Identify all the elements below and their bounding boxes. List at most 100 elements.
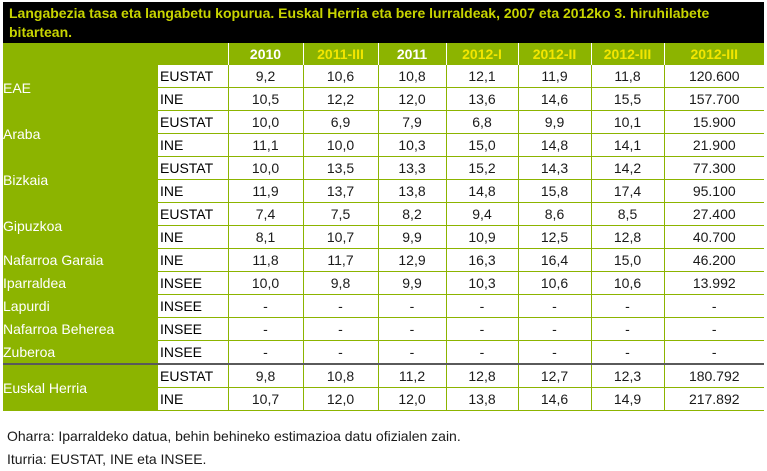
region-label: Araba [3,110,158,157]
region-label: Euskal Herria [3,363,158,411]
value-cell: 11,8 [590,65,664,88]
value-cell: 11,1 [227,133,303,157]
value-cell: 13,5 [302,156,378,180]
value-cell: 13,8 [377,179,446,203]
value-cell: 15,8 [517,179,591,203]
value-cell: 12,7 [517,363,591,388]
value-cell: 8,2 [377,202,446,226]
value-cell: 12,0 [377,87,446,111]
value-cell: 13,7 [302,179,378,203]
value-cell: 21.900 [663,133,764,157]
value-cell: 16,3 [445,248,518,272]
value-cell: 10,0 [302,133,378,157]
value-cell: 9,9 [377,225,446,249]
value-cell: 6,8 [445,110,518,134]
source-label: EUSTAT [158,156,228,180]
value-cell: 46.200 [663,248,764,272]
source-label: INE [158,387,228,411]
region-label: Nafarroa Garaia [3,248,158,272]
value-cell: 7,5 [302,202,378,226]
footnote: Oharra: Iparraldeko datua, behin behinek… [7,428,461,444]
value-cell: - [377,294,446,318]
value-cell: 157.700 [663,87,764,111]
value-cell: - [445,294,518,318]
value-cell: 11,2 [377,363,446,388]
value-cell: 12,5 [517,225,591,249]
table-row: INE 10,5 12,2 12,0 13,6 14,6 15,5 157.700 [3,87,764,111]
value-cell: 40.700 [663,225,764,249]
table-row: Zuberoa INSEE - - - - - - - [3,340,764,365]
source-label: INE [158,179,228,203]
value-cell: 77.300 [663,156,764,180]
table-row: INE 10,7 12,0 12,0 13,8 14,6 14,9 217.892 [3,387,764,411]
value-cell: 10,9 [445,225,518,249]
region-label: Bizkaia [3,156,158,203]
value-cell: 15,0 [445,133,518,157]
value-cell: 10,7 [302,225,378,249]
table-row: INE 11,9 13,7 13,8 14,8 15,8 17,4 95.100 [3,179,764,203]
value-cell: 10,6 [590,271,664,295]
value-cell: - [445,340,518,365]
value-cell: 9,9 [377,271,446,295]
header-blank [3,43,158,65]
value-cell: 13,6 [445,87,518,111]
value-cell: 95.100 [663,179,764,203]
value-cell: 12,0 [377,387,446,411]
value-cell: 11,9 [517,65,591,88]
value-cell: - [302,294,378,318]
value-cell: 12,3 [590,363,664,388]
value-cell: 9,9 [517,110,591,134]
value-cell: 13,8 [445,387,518,411]
value-cell: 16,4 [517,248,591,272]
value-cell: - [590,294,664,318]
table-row: Gipuzkoa EUSTAT 7,4 7,5 8,2 9,4 8,6 8,5 27.400 [3,202,764,249]
header-row: 2010 2011-III 2011 2012-I 2012-II 2012-I… [3,43,764,65]
source-label: INSEE [158,317,228,341]
value-cell: - [377,317,446,341]
value-cell: - [517,340,591,365]
table-row: INE 8,1 10,7 9,9 10,9 12,5 12,8 40.700 [3,225,764,249]
value-cell: - [663,340,764,365]
source-note: Iturria: EUSTAT, INE eta INSEE. [7,451,207,467]
value-cell: 11,9 [227,179,303,203]
value-cell: 12,2 [302,87,378,111]
value-cell: 12,8 [445,363,518,388]
value-cell: 15,0 [590,248,664,272]
value-cell: - [663,317,764,341]
value-cell: 10,6 [302,65,378,88]
value-cell: 15.900 [663,110,764,134]
source-label: INE [158,248,228,272]
table-row: INE 11,1 10,0 10,3 15,0 14,8 14,1 21.900 [3,133,764,157]
value-cell: 11,8 [227,248,303,272]
value-cell: 13.992 [663,271,764,295]
value-cell: 10,8 [302,363,378,388]
value-cell: 10,6 [517,271,591,295]
value-cell: 9,2 [227,65,303,88]
value-cell: 14,8 [517,133,591,157]
value-cell: 7,4 [227,202,303,226]
value-cell: 15,2 [445,156,518,180]
value-cell: 12,1 [445,65,518,88]
value-cell: - [663,294,764,318]
value-cell: 8,6 [517,202,591,226]
value-cell: 17,4 [590,179,664,203]
value-cell: 217.892 [663,387,764,411]
col-header: 2012-I [445,43,518,65]
table-row: Lapurdi INSEE - - - - - - - [3,294,764,318]
value-cell: 10,0 [227,271,303,295]
value-cell: - [377,340,446,365]
table-row: Iparraldea INSEE 10,0 9,8 9,9 10,3 10,6 10,6 13.… [3,271,764,295]
value-cell: 10,8 [377,65,446,88]
table-row: Nafarroa Garaia INE 11,8 11,7 12,9 16,3 16,4 15… [3,248,764,272]
value-cell: - [302,340,378,365]
value-cell: 14,1 [590,133,664,157]
region-label: Lapurdi [3,294,158,318]
table-row: Araba EUSTAT 10,0 6,9 7,9 6,8 9,9 10,1 15.900 [3,110,764,157]
value-cell: - [302,317,378,341]
value-cell: 9,8 [227,363,303,388]
value-cell: - [517,294,591,318]
unemployment-table: 2010 2011-III 2011 2012-I 2012-II 2012-I… [3,43,764,411]
value-cell: 12,0 [302,387,378,411]
source-label: EUSTAT [158,202,228,226]
source-label: EUSTAT [158,110,228,134]
